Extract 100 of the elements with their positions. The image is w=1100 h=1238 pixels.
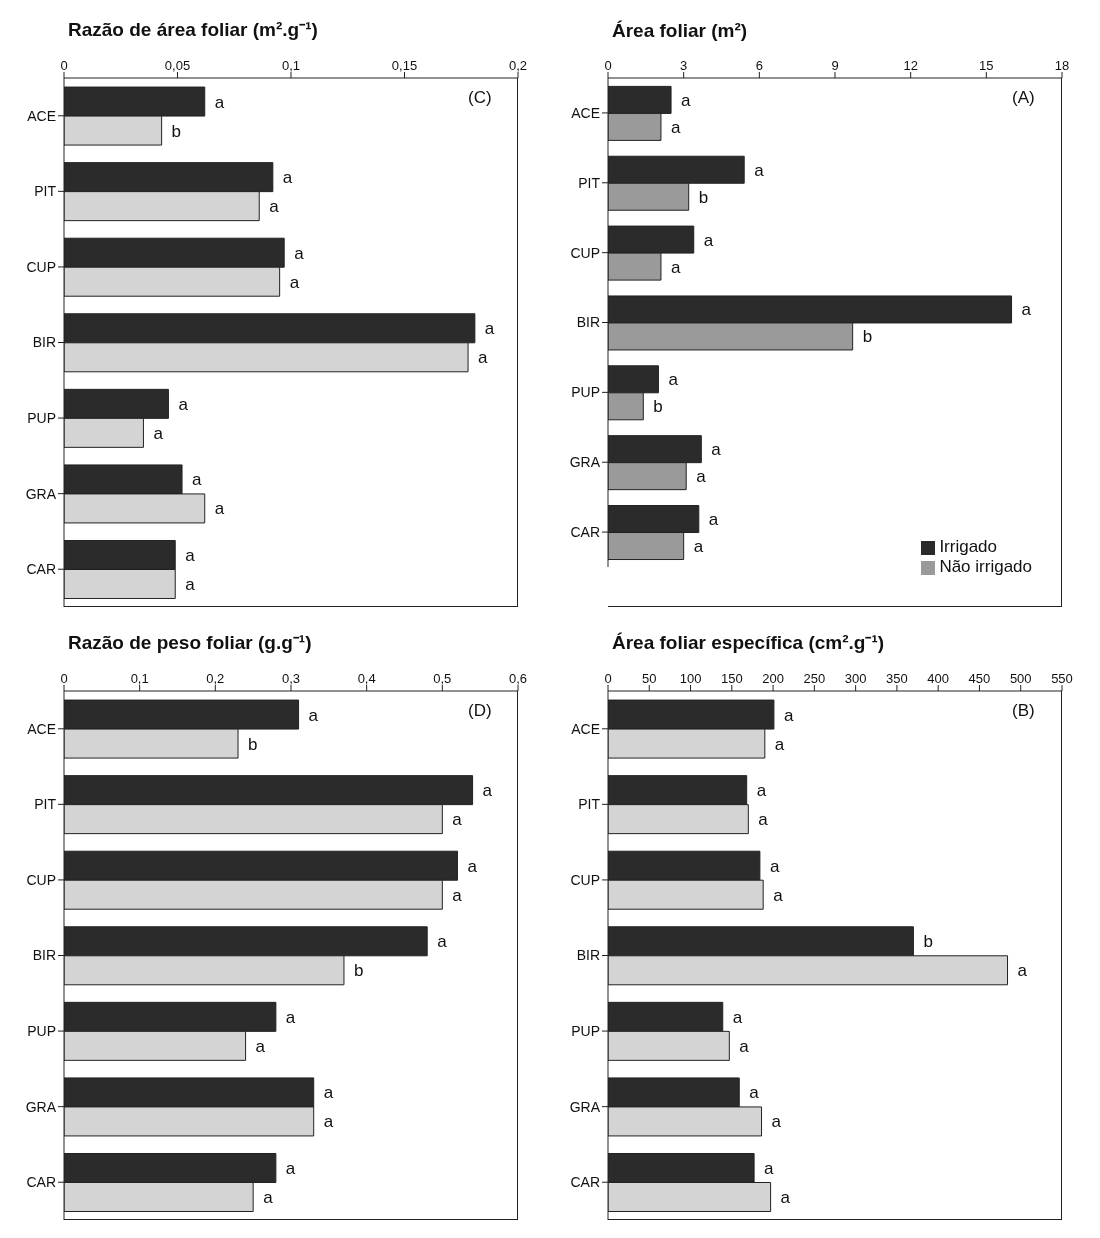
x-tick-label: 350 bbox=[886, 671, 908, 686]
x-tick-label: 0,2 bbox=[508, 58, 528, 73]
x-tick-label: 0 bbox=[60, 671, 68, 686]
data-label: a bbox=[153, 423, 164, 443]
data-label: a bbox=[185, 575, 196, 595]
x-tick-label: 450 bbox=[968, 671, 991, 686]
data-label: a bbox=[323, 1112, 334, 1132]
data-label: a bbox=[437, 932, 448, 952]
data-label: a bbox=[764, 1159, 775, 1179]
data-label: a bbox=[467, 856, 478, 876]
data-label: a bbox=[285, 1159, 296, 1179]
y-tick-label: PUP bbox=[571, 1023, 600, 1040]
data-label: a bbox=[214, 92, 225, 112]
y-tick-label: CAR bbox=[570, 524, 600, 541]
data-label: a bbox=[739, 1036, 750, 1056]
data-label: a bbox=[711, 440, 722, 460]
data-label: a bbox=[484, 319, 495, 339]
data-label: a bbox=[708, 510, 719, 530]
x-tick-label: 100 bbox=[679, 671, 702, 686]
y-tick-label: GRA bbox=[569, 454, 601, 471]
x-tick-label: 0,3 bbox=[281, 671, 301, 686]
data-label: b bbox=[653, 397, 663, 417]
data-label: a bbox=[452, 810, 463, 830]
x-axis-title: Razão de peso foliar (g.g⁻¹) bbox=[67, 631, 313, 655]
x-tick-label: 150 bbox=[720, 671, 743, 686]
y-tick-label: BIR bbox=[32, 947, 56, 964]
x-tick-label: 0,15 bbox=[391, 58, 418, 73]
data-label: a bbox=[308, 705, 319, 725]
x-tick-label: 18 bbox=[1054, 58, 1070, 73]
annotation: (B) bbox=[1012, 701, 1035, 721]
x-tick-label: 0,05 bbox=[164, 58, 191, 73]
x-tick-label: 0 bbox=[60, 58, 68, 73]
y-tick-label: BIR bbox=[576, 947, 600, 964]
legend-label: Não irrigado bbox=[939, 557, 1032, 576]
data-label: a bbox=[323, 1083, 334, 1103]
data-label: a bbox=[263, 1188, 274, 1208]
y-tick-label: PIT bbox=[34, 183, 57, 200]
x-tick-label: 300 bbox=[844, 671, 867, 686]
data-label: a bbox=[681, 90, 692, 110]
data-label: a bbox=[771, 1112, 782, 1132]
y-tick-label: CUP bbox=[26, 258, 56, 275]
x-axis-title: Razão de área foliar (m².g⁻¹) bbox=[67, 18, 319, 42]
data-label: a bbox=[754, 160, 765, 180]
y-tick-label: BIR bbox=[576, 314, 600, 331]
data-label: a bbox=[214, 499, 225, 519]
x-tick-label: 550 bbox=[1051, 671, 1073, 686]
data-label: a bbox=[780, 1188, 791, 1208]
data-label: a bbox=[294, 243, 305, 263]
x-tick-label: 9 bbox=[831, 58, 839, 73]
y-tick-label: PUP bbox=[27, 1023, 56, 1040]
data-label: a bbox=[482, 781, 493, 801]
y-tick-label: PIT bbox=[578, 796, 601, 813]
data-label: a bbox=[774, 734, 785, 754]
data-label: a bbox=[693, 537, 704, 557]
y-tick-label: CAR bbox=[26, 1174, 56, 1191]
data-label: b bbox=[923, 932, 933, 952]
x-tick-label: 0,4 bbox=[357, 671, 376, 686]
data-label: a bbox=[758, 810, 769, 830]
y-tick-label: CUP bbox=[570, 871, 600, 888]
data-label: a bbox=[773, 885, 784, 905]
x-tick-label: 0,5 bbox=[433, 671, 452, 686]
data-label: a bbox=[703, 230, 714, 250]
data-label: a bbox=[269, 197, 280, 217]
data-label: a bbox=[756, 781, 767, 801]
y-tick-label: PIT bbox=[578, 174, 601, 191]
data-label: b bbox=[171, 121, 182, 141]
data-label: a bbox=[670, 257, 681, 277]
y-tick-label: ACE bbox=[571, 104, 600, 121]
annotation: (D) bbox=[468, 701, 492, 721]
data-label: a bbox=[285, 1007, 296, 1027]
data-label: a bbox=[192, 470, 203, 490]
annotation: (A) bbox=[1012, 88, 1035, 108]
y-tick-label: ACE bbox=[571, 720, 600, 737]
x-tick-label: 6 bbox=[755, 58, 763, 73]
data-label: a bbox=[178, 394, 189, 414]
x-tick-label: 250 bbox=[803, 671, 826, 686]
x-tick-label: 0 bbox=[604, 58, 612, 73]
x-tick-label: 0,1 bbox=[130, 671, 149, 686]
x-tick-label: 3 bbox=[680, 58, 688, 73]
y-tick-label: PUP bbox=[571, 384, 600, 401]
data-label: a bbox=[478, 348, 489, 368]
x-tick-label: 500 bbox=[1009, 671, 1032, 686]
y-tick-label: ACE bbox=[27, 720, 56, 737]
data-label: a bbox=[783, 705, 794, 725]
x-tick-label: 12 bbox=[903, 58, 918, 73]
data-label: a bbox=[668, 370, 679, 390]
data-label: a bbox=[185, 546, 196, 566]
x-tick-label: 0,2 bbox=[206, 671, 225, 686]
x-axis-title: Área foliar (m²) bbox=[611, 19, 749, 42]
legend-label: Irrigado bbox=[939, 537, 998, 556]
y-tick-label: GRA bbox=[25, 1098, 57, 1115]
data-label: a bbox=[289, 272, 300, 292]
x-tick-label: 200 bbox=[762, 671, 784, 686]
x-tick-label: 15 bbox=[979, 58, 994, 73]
data-label: b bbox=[698, 187, 709, 207]
x-tick-label: 0,1 bbox=[281, 58, 301, 73]
y-tick-label: ACE bbox=[27, 107, 56, 124]
x-tick-label: 0 bbox=[604, 671, 612, 686]
data-label: a bbox=[1017, 961, 1028, 981]
y-tick-label: CAR bbox=[570, 1174, 600, 1191]
